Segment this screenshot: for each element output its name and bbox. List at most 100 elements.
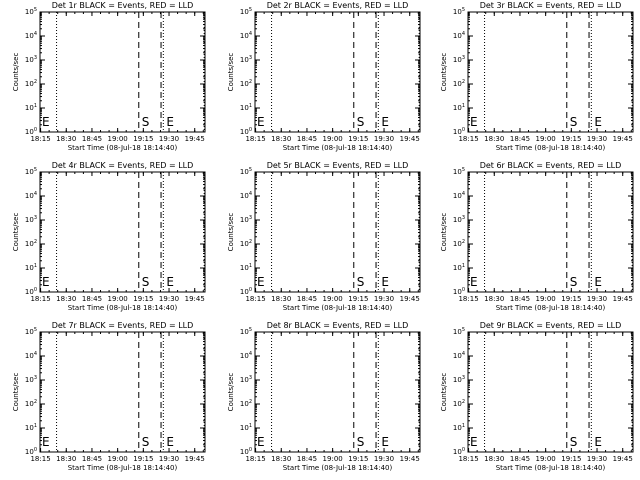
y-tick-base: 10	[25, 400, 34, 408]
x-tick-label: 18:45	[82, 455, 102, 463]
y-tick-exponent: 5	[34, 327, 37, 333]
y-tick-base: 10	[240, 32, 249, 40]
y-tick-exponent: 1	[249, 103, 252, 109]
x-tick-label: 19:45	[185, 135, 205, 143]
y-tick-exponent: 4	[462, 191, 465, 197]
x-tick-label: 18:15	[245, 135, 265, 143]
y-tick-base: 10	[240, 8, 249, 16]
y-tick-base: 10	[25, 128, 34, 136]
y-tick-label: 105	[453, 327, 465, 336]
event-marker-e: E	[166, 275, 174, 289]
x-tick-label: 19:15	[348, 135, 368, 143]
y-tick-exponent: 0	[34, 287, 37, 293]
plot-frame	[254, 171, 421, 293]
y-tick-label: 100	[25, 287, 37, 296]
y-tick-label: 101	[25, 103, 37, 112]
y-tick-exponent: 4	[462, 351, 465, 357]
x-tick-label: 18:45	[297, 135, 317, 143]
x-tick-label: 19:15	[133, 455, 153, 463]
y-axis-label: Counts/sec	[227, 213, 235, 252]
x-axis-label: Start Time (08-Jul-18 18:14:40)	[496, 144, 606, 152]
y-tick-exponent: 2	[462, 399, 465, 405]
y-tick-label: 102	[240, 399, 252, 408]
y-tick-base: 10	[453, 56, 462, 64]
panel-title: Det 3r BLACK = Events, RED = LLD	[480, 1, 622, 10]
y-tick-exponent: 0	[249, 127, 252, 133]
y-tick-exponent: 0	[249, 287, 252, 293]
y-tick-exponent: 5	[249, 327, 252, 333]
y-tick-exponent: 1	[462, 423, 465, 429]
x-tick-label: 19:30	[587, 135, 607, 143]
y-tick-base: 10	[240, 80, 249, 88]
y-tick-base: 10	[25, 192, 34, 200]
y-tick-label: 102	[25, 399, 37, 408]
x-tick-label: 19:00	[108, 135, 128, 143]
y-tick-exponent: 5	[462, 7, 465, 13]
x-tick-label: 19:15	[561, 135, 581, 143]
y-tick-label: 104	[25, 191, 37, 200]
y-tick-base: 10	[453, 8, 462, 16]
y-tick-base: 10	[453, 288, 462, 296]
event-marker-e: E	[470, 435, 478, 449]
y-tick-exponent: 5	[34, 7, 37, 13]
y-tick-base: 10	[25, 352, 34, 360]
y-tick-base: 10	[453, 192, 462, 200]
y-tick-base: 10	[453, 240, 462, 248]
y-tick-base: 10	[240, 192, 249, 200]
event-marker-e: E	[594, 115, 602, 129]
event-marker-s: S	[142, 275, 150, 289]
y-tick-label: 100	[453, 127, 465, 136]
y-tick-label: 101	[240, 423, 252, 432]
y-tick-label: 101	[453, 263, 465, 272]
x-tick-label: 19:15	[133, 135, 153, 143]
y-tick-base: 10	[25, 8, 34, 16]
y-tick-base: 10	[453, 328, 462, 336]
y-tick-base: 10	[453, 400, 462, 408]
y-tick-label: 105	[25, 327, 37, 336]
y-axis-label: Counts/sec	[12, 373, 20, 412]
y-tick-base: 10	[240, 424, 249, 432]
event-marker-e: E	[257, 115, 265, 129]
y-tick-label: 105	[25, 7, 37, 16]
y-axis-label: Counts/sec	[12, 213, 20, 252]
x-tick-label: 19:00	[536, 455, 556, 463]
y-tick-label: 102	[25, 79, 37, 88]
y-tick-label: 103	[25, 215, 37, 224]
detector-panel-8: Det 8r BLACK = Events, RED = LLD 18:15 18:…	[227, 321, 421, 472]
y-tick-label: 104	[240, 191, 252, 200]
y-tick-label: 101	[453, 423, 465, 432]
x-tick-label: 18:15	[245, 455, 265, 463]
y-tick-exponent: 2	[249, 399, 252, 405]
event-marker-e: E	[257, 435, 265, 449]
x-tick-label: 19:15	[561, 455, 581, 463]
x-tick-label: 18:30	[56, 135, 76, 143]
y-tick-exponent: 1	[462, 103, 465, 109]
y-tick-label: 100	[453, 287, 465, 296]
y-tick-exponent: 2	[249, 239, 252, 245]
y-tick-exponent: 3	[34, 375, 37, 381]
y-tick-exponent: 0	[462, 447, 465, 453]
y-tick-exponent: 2	[462, 79, 465, 85]
y-axis-label: Counts/sec	[227, 373, 235, 412]
y-tick-exponent: 1	[34, 423, 37, 429]
y-tick-exponent: 4	[34, 31, 37, 37]
x-tick-label: 18:15	[30, 295, 50, 303]
event-marker-e: E	[381, 115, 389, 129]
event-marker-s: S	[357, 435, 365, 449]
x-tick-label: 19:15	[561, 295, 581, 303]
y-tick-base: 10	[240, 264, 249, 272]
panel-title: Det 5r BLACK = Events, RED = LLD	[267, 161, 409, 170]
y-tick-label: 103	[25, 55, 37, 64]
y-tick-base: 10	[453, 168, 462, 176]
y-tick-base: 10	[25, 448, 34, 456]
y-tick-exponent: 0	[462, 287, 465, 293]
detector-panel-2: Det 2r BLACK = Events, RED = LLD 18:15 18:…	[227, 1, 421, 152]
y-tick-base: 10	[240, 448, 249, 456]
plot-frame	[254, 11, 421, 133]
y-tick-exponent: 3	[462, 375, 465, 381]
y-tick-base: 10	[453, 424, 462, 432]
y-tick-base: 10	[25, 288, 34, 296]
x-tick-label: 18:30	[484, 135, 504, 143]
x-tick-label: 19:00	[323, 135, 343, 143]
